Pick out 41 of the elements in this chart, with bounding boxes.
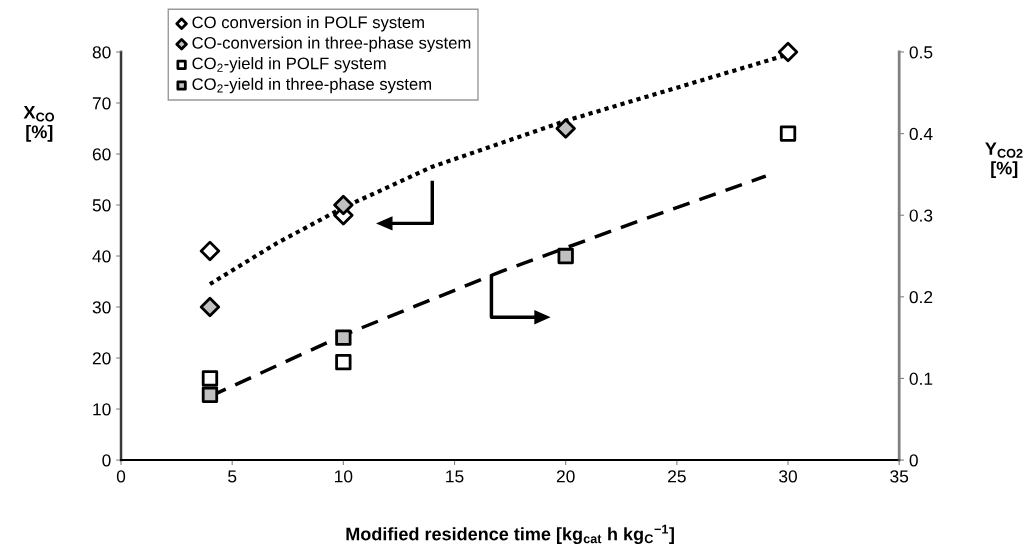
point xyxy=(335,329,352,346)
x-tick-label: 15 xyxy=(446,470,464,483)
x-tick-label: 0 xyxy=(116,470,126,483)
legend-label: CO conversion in POLF system xyxy=(192,15,424,32)
x-tick-label: 30 xyxy=(779,470,797,483)
y-tick-label: 40 xyxy=(92,250,111,263)
point xyxy=(201,370,219,387)
legend-label: CO$_{2}$-yield in three-phase system xyxy=(192,77,432,94)
point xyxy=(333,194,354,216)
y2-tick-label: 0 xyxy=(909,454,918,467)
x-tick-label: 35 xyxy=(890,470,909,483)
point xyxy=(555,118,576,139)
y-tick-label: 80 xyxy=(92,46,111,59)
y2-tick-label: 0.3 xyxy=(909,209,933,222)
x-axis-title: Modified residence time [kg$_{cat}$ h kg$_{C}$$^{−1}$] xyxy=(346,524,674,545)
x-tick-label: 10 xyxy=(335,470,353,483)
y-axis-title: X$_{CO}$ [%] xyxy=(23,106,55,142)
x-tick-label: 5 xyxy=(228,470,237,483)
point xyxy=(199,240,221,262)
y2-tick-label: 0.5 xyxy=(909,46,933,59)
y2-tick-label: 0.1 xyxy=(909,372,933,385)
y-tick-label: 70 xyxy=(92,97,111,110)
legend-label: CO-conversion in three-phase system xyxy=(192,36,471,53)
y2-axis-title: Y$_{CO2}$ [%] xyxy=(985,142,1023,179)
x-tick-label: 25 xyxy=(668,470,686,483)
legend-label: CO$_{2}$-yield in POLF system xyxy=(192,57,386,73)
y2-tick-label: 0.2 xyxy=(909,291,933,304)
y-tick-label: 50 xyxy=(92,199,111,212)
point xyxy=(201,386,219,403)
point xyxy=(199,296,221,318)
x-tick-label: 20 xyxy=(556,470,575,483)
y2-tick-label: 0.4 xyxy=(909,127,933,141)
point xyxy=(777,41,799,63)
y-tick-label: 30 xyxy=(92,301,111,314)
point xyxy=(557,247,574,265)
y-tick-label: 60 xyxy=(92,148,111,161)
y-tick-label: 10 xyxy=(93,403,111,416)
y-tick-label: 0 xyxy=(102,454,111,467)
point xyxy=(335,353,352,371)
y-tick-label: 20 xyxy=(92,352,111,365)
point xyxy=(779,125,797,142)
